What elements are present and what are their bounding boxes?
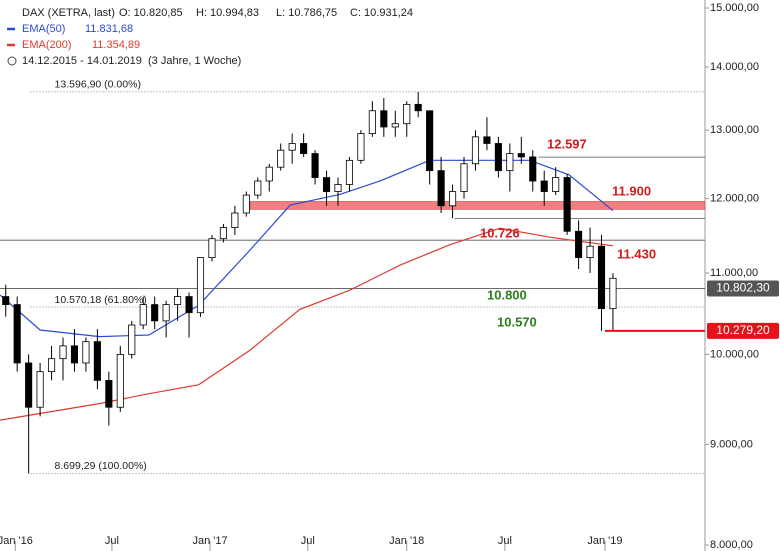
candle-body	[231, 212, 239, 228]
low: L: 10.786,75	[276, 7, 337, 19]
candle-body	[334, 184, 342, 192]
candle-body	[368, 110, 376, 134]
candle-body	[25, 362, 33, 408]
x-tick-label: Jul	[301, 535, 315, 547]
y-tick-label: 8.000,00	[710, 539, 753, 551]
candle-body	[414, 103, 422, 112]
candle-body	[449, 191, 457, 207]
candle-body	[575, 230, 583, 258]
x-tick-label: Jan '19	[587, 535, 622, 547]
candle-body	[105, 379, 113, 408]
candle-body	[82, 341, 90, 364]
level-label: 13.596,90 (0.00%)	[55, 79, 141, 91]
candle-body	[586, 245, 594, 258]
candle-body	[494, 143, 502, 172]
candle-body	[277, 149, 285, 168]
price-tag	[707, 280, 779, 297]
high: H: 10.994,83	[196, 7, 259, 19]
annotation: 11.900	[612, 183, 651, 198]
y-tick-label: 12.000,00	[710, 193, 759, 205]
candle-body	[242, 194, 250, 214]
price-tag-label: 10.802,30	[716, 281, 770, 295]
candle-body	[48, 358, 56, 373]
candle-body	[540, 180, 548, 192]
candle-body	[529, 156, 537, 182]
candle-body	[2, 296, 10, 305]
candle-body	[403, 103, 411, 125]
candle-body	[162, 304, 170, 322]
period: (3 Jahre, 1 Woche)	[148, 55, 241, 67]
x-tick-label: Jan '17	[192, 535, 227, 547]
candle-body	[13, 304, 21, 364]
level-label: 8.699,29 (100.00%)	[55, 460, 147, 472]
candle-body	[517, 153, 525, 158]
candle-body	[36, 371, 44, 408]
close: C: 10.931,24	[350, 7, 413, 19]
candle-body	[139, 304, 147, 326]
x-tick-label: Jan '16	[0, 535, 33, 547]
candle-body	[471, 136, 480, 165]
open: O: 10.820,85	[119, 7, 183, 19]
y-tick-label: 13.000,00	[710, 124, 759, 136]
range: 14.12.2015 - 14.01.2019	[22, 55, 142, 67]
candle-body	[151, 304, 159, 322]
candle-body	[208, 238, 216, 258]
candle-body	[483, 136, 491, 144]
candle-body	[300, 143, 308, 154]
clock-icon	[7, 56, 17, 66]
x-tick-label: Jul	[498, 535, 512, 547]
candle-body	[93, 341, 101, 381]
candle-body	[426, 110, 434, 172]
legend-label: EMA(50)	[22, 23, 65, 35]
price-tag	[707, 322, 779, 339]
symbol: DAX (XETRA, last)	[22, 7, 115, 19]
candle-body	[552, 177, 560, 192]
candle-body	[116, 353, 124, 408]
annotation: 10.570	[497, 314, 537, 329]
y-tick-label: 14.000,00	[710, 61, 759, 73]
candle-body	[609, 277, 617, 310]
legend-value: 11.354,89	[92, 39, 140, 51]
x-tick-label: Jan '18	[389, 535, 424, 547]
candle-body	[196, 257, 205, 314]
candle-body	[59, 345, 67, 360]
candle-body	[460, 163, 468, 192]
candle-body	[128, 324, 136, 355]
support-zone	[249, 201, 706, 210]
candle-body	[563, 177, 571, 232]
candle-body	[391, 123, 399, 128]
header: DAX (XETRA, last) O: 10.820,85 H: 10.994…	[7, 7, 413, 67]
candle-body	[288, 143, 296, 151]
candle-body	[506, 153, 514, 172]
y-tick-label: 15.000,00	[710, 2, 759, 14]
candle-body	[357, 133, 365, 161]
annotation: 12.597	[547, 136, 587, 151]
candle-body	[174, 296, 182, 305]
annotation: 10.726	[480, 225, 520, 240]
candle-body	[185, 296, 193, 314]
candle-body	[70, 345, 79, 364]
candle-body	[265, 166, 273, 182]
candle-body	[437, 170, 445, 207]
candle-body	[380, 110, 388, 128]
annotation: 11.430	[617, 246, 656, 261]
price-tag-label: 10.279,20	[716, 323, 770, 337]
y-tick-label: 11.000,00	[710, 267, 758, 279]
candle-body	[254, 180, 262, 196]
x-tick-label: Jul	[105, 535, 119, 547]
candle-body	[597, 245, 606, 310]
candle-body	[345, 159, 353, 185]
y-tick-label: 10.000,00	[710, 348, 759, 360]
ema-line	[0, 227, 614, 421]
candle-body	[219, 227, 227, 240]
level-label: 10.570,18 (61.80%)	[55, 294, 147, 306]
legend-value: 11.831,68	[85, 23, 133, 35]
annotation: 10.800	[487, 287, 527, 302]
legend-label: EMA(200)	[22, 39, 72, 51]
candle-body	[322, 177, 331, 192]
candle-body	[311, 153, 319, 178]
y-tick-label: 9.000,00	[710, 438, 753, 450]
